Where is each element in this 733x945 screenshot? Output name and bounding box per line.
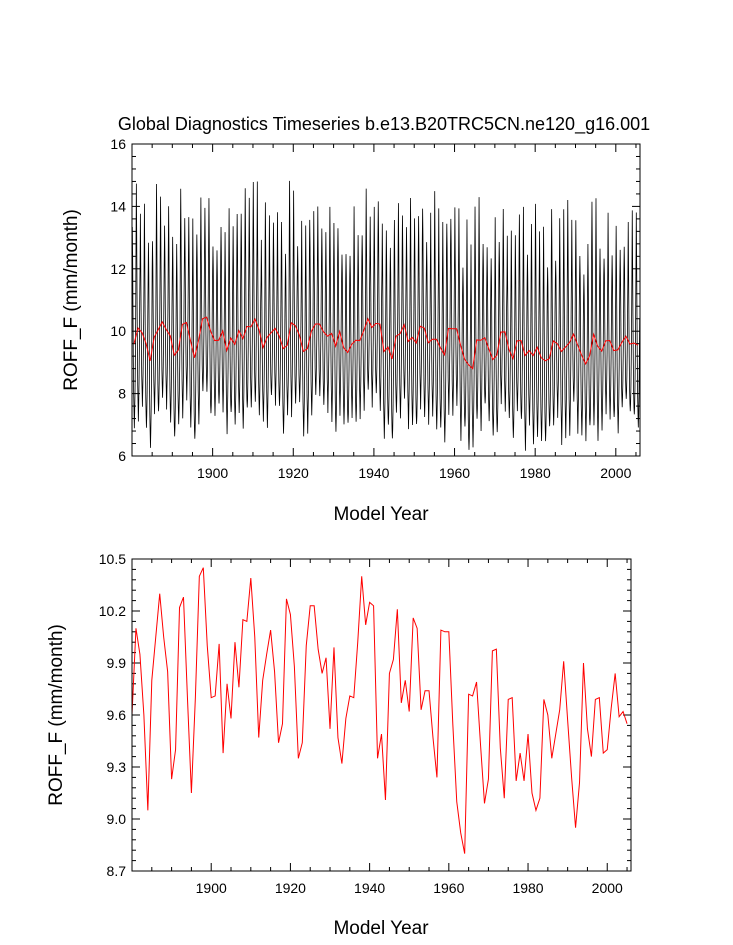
y-tick-label: 8.7: [107, 863, 127, 879]
y-tick-label: 12: [110, 261, 126, 277]
y-tick-label: 9.0: [107, 811, 127, 827]
x-tick-label: 1900: [197, 465, 228, 481]
y-tick-label: 14: [110, 198, 126, 214]
y-tick-label: 16: [110, 136, 126, 152]
y-tick-label: 10.5: [99, 551, 126, 567]
x-tick-label: 1920: [275, 880, 306, 896]
y-tick-label: 9.9: [107, 655, 127, 671]
top-y-axis-label: ROFF_F (mm/month): [61, 209, 82, 391]
y-tick-label: 6: [118, 448, 126, 464]
top-axes: 1900 1920 1940 1960 1980 2000 6 8 10 12 14 16: [110, 136, 640, 481]
x-tick-label: 1900: [196, 880, 227, 896]
top-panel: Global Diagnostics Timeseries b.e13.B20T…: [61, 114, 650, 525]
x-tick-label: 1920: [278, 465, 309, 481]
bottom-x-axis-label: Model Year: [333, 918, 429, 939]
bottom-y-axis-label: ROFF_F (mm/month): [46, 624, 67, 806]
annual-mean-series-line: [133, 316, 639, 370]
monthly-series-line: [131, 180, 641, 451]
top-plot-area: [131, 180, 641, 451]
y-tick-label: 8: [118, 386, 126, 402]
bottom-axes: 1900 1920 1940 1960 1980 2000 8.7 9.0 9.3 9.6 9.9 1…: [99, 551, 631, 896]
bottom-plot-area: [131, 567, 628, 854]
y-tick-label: 10: [110, 323, 126, 339]
y-tick-label: 10.2: [99, 603, 126, 619]
x-tick-label: 1980: [512, 880, 543, 896]
bottom-panel: 1900 1920 1940 1960 1980 2000 8.7 9.0 9.3 9.6 9.9 1…: [46, 551, 632, 939]
x-tick-label: 1940: [358, 465, 389, 481]
x-tick-label: 2000: [592, 880, 623, 896]
x-tick-label: 1980: [520, 465, 551, 481]
chart-title: Global Diagnostics Timeseries b.e13.B20T…: [118, 114, 650, 135]
y-tick-label: 9.3: [107, 759, 127, 775]
x-tick-label: 1940: [354, 880, 385, 896]
x-tick-label: 1960: [433, 880, 464, 896]
x-tick-label: 2000: [600, 465, 631, 481]
top-x-axis-label: Model Year: [333, 504, 429, 525]
y-tick-label: 9.6: [107, 707, 127, 723]
x-tick-label: 1960: [439, 465, 470, 481]
top-axis-frame: [131, 143, 641, 457]
bottom-axis-frame: [131, 558, 632, 872]
annual-series-line: [131, 567, 628, 854]
